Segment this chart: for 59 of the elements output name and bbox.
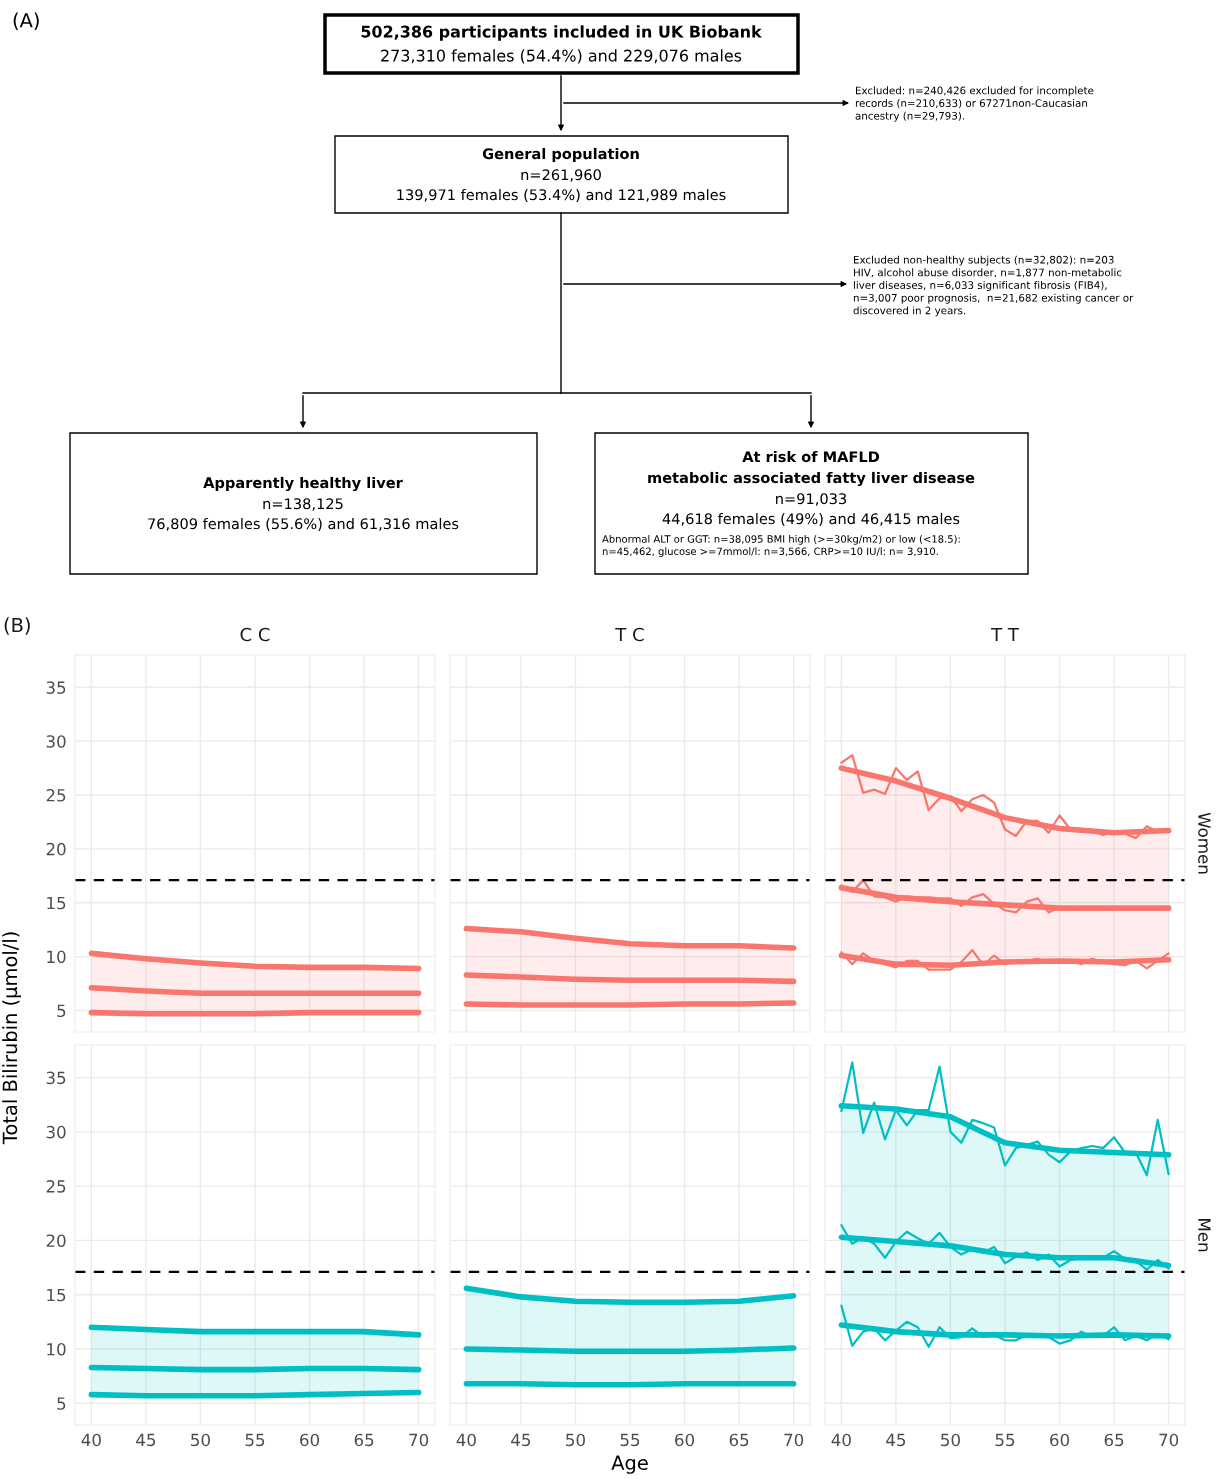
text: Men xyxy=(1198,1219,1211,1252)
x-tick-label: 40 xyxy=(81,1433,101,1447)
x-tick-label: 45 xyxy=(886,1433,906,1447)
x-axis-title: Age xyxy=(611,1455,648,1474)
x-tick-label: 70 xyxy=(784,1433,804,1447)
y-tick-label: 25 xyxy=(46,1180,66,1193)
text: 76,809 females (55.6%) and 61,316 males xyxy=(148,517,459,531)
y-tick-label: 15 xyxy=(47,896,66,910)
x-tick-label: 55 xyxy=(995,1433,1015,1447)
text: General population xyxy=(482,147,639,163)
text: 44,618 females (49%) and 46,415 males xyxy=(662,512,960,526)
text: (A) xyxy=(13,12,39,30)
text: n=261,960 xyxy=(521,169,601,182)
text: Abnormal ALT or GGT: n=38,095 BMI high (>=30kg/m2) or low (<18.5): n=45,462, glucose >=7mmol/l: n=3,566, CRP>=10 IU/l: n= 3,910. xyxy=(602,534,960,558)
y-tick-label: 20 xyxy=(46,1234,66,1247)
y-tick-label: 5 xyxy=(57,1004,66,1018)
x-tick-label: 50 xyxy=(941,1433,960,1447)
y-tick-label: 30 xyxy=(46,735,66,748)
text: Excluded non-healthy subjects (n=32,802): n=203 HIV, alcohol abuse disorder, n=1,877 non-metabolic liver diseases, n=6,033 significant fibrosis (FIB4), n=3,007 poor prognosis, n=21,682 existing cancer or discovered in 2 years. xyxy=(853,255,1134,317)
y-tick-label: 35 xyxy=(46,681,66,694)
x-tick-label: 65 xyxy=(1104,1433,1124,1447)
x-tick-label: 50 xyxy=(191,1433,210,1447)
x-tick-label: 40 xyxy=(456,1433,476,1447)
x-tick-label: 55 xyxy=(620,1433,640,1447)
x-tick-label: 60 xyxy=(675,1433,695,1447)
chart-title: T T xyxy=(991,627,1019,642)
text: Excluded: n=240,426 excluded for incomplete records (n=210,633) or 67271non-Caucasian ancestry (n=29,793). xyxy=(855,86,1094,122)
chart-title: T C xyxy=(615,627,644,642)
x-tick-label: 60 xyxy=(300,1433,320,1447)
x-tick-label: 70 xyxy=(1159,1433,1179,1447)
text: metabolic associated fatty liver disease xyxy=(648,471,975,487)
x-tick-label: 40 xyxy=(831,1433,851,1447)
text: n=91,033 xyxy=(776,493,847,506)
y-tick-label: 10 xyxy=(47,1342,66,1356)
y-tick-label: 10 xyxy=(47,950,66,964)
text: 273,310 females (54.4%) and 229,076 males xyxy=(381,49,742,64)
y-tick-label: 5 xyxy=(57,1397,66,1410)
chart-title: C C xyxy=(240,627,270,642)
y-tick-label: 15 xyxy=(47,1288,66,1302)
x-tick-label: 45 xyxy=(136,1433,156,1447)
y-tick-label: 20 xyxy=(46,842,66,856)
text: Women xyxy=(1198,812,1211,874)
y-tick-label: 25 xyxy=(46,788,66,802)
text: Apparently healthy liver xyxy=(203,476,403,492)
y-tick-label: 30 xyxy=(46,1125,66,1139)
text: 502,386 participants included in UK Biobank xyxy=(361,25,762,41)
text: n=138,125 xyxy=(263,498,343,511)
x-tick-label: 50 xyxy=(566,1433,585,1447)
y-axis-title: Total Bilirubin (µmol/l) xyxy=(2,932,21,1145)
y-tick-label: 35 xyxy=(46,1071,66,1085)
x-tick-label: 45 xyxy=(511,1433,531,1447)
x-tick-label: 55 xyxy=(245,1433,265,1447)
x-tick-label: 65 xyxy=(354,1433,374,1447)
text: (B) xyxy=(4,617,30,635)
text: At risk of MAFLD xyxy=(742,450,880,463)
text: 139,971 females (53.4%) and 121,989 males xyxy=(397,188,726,202)
x-tick-label: 65 xyxy=(729,1433,749,1447)
x-tick-label: 70 xyxy=(409,1433,429,1447)
x-tick-label: 60 xyxy=(1050,1433,1070,1447)
